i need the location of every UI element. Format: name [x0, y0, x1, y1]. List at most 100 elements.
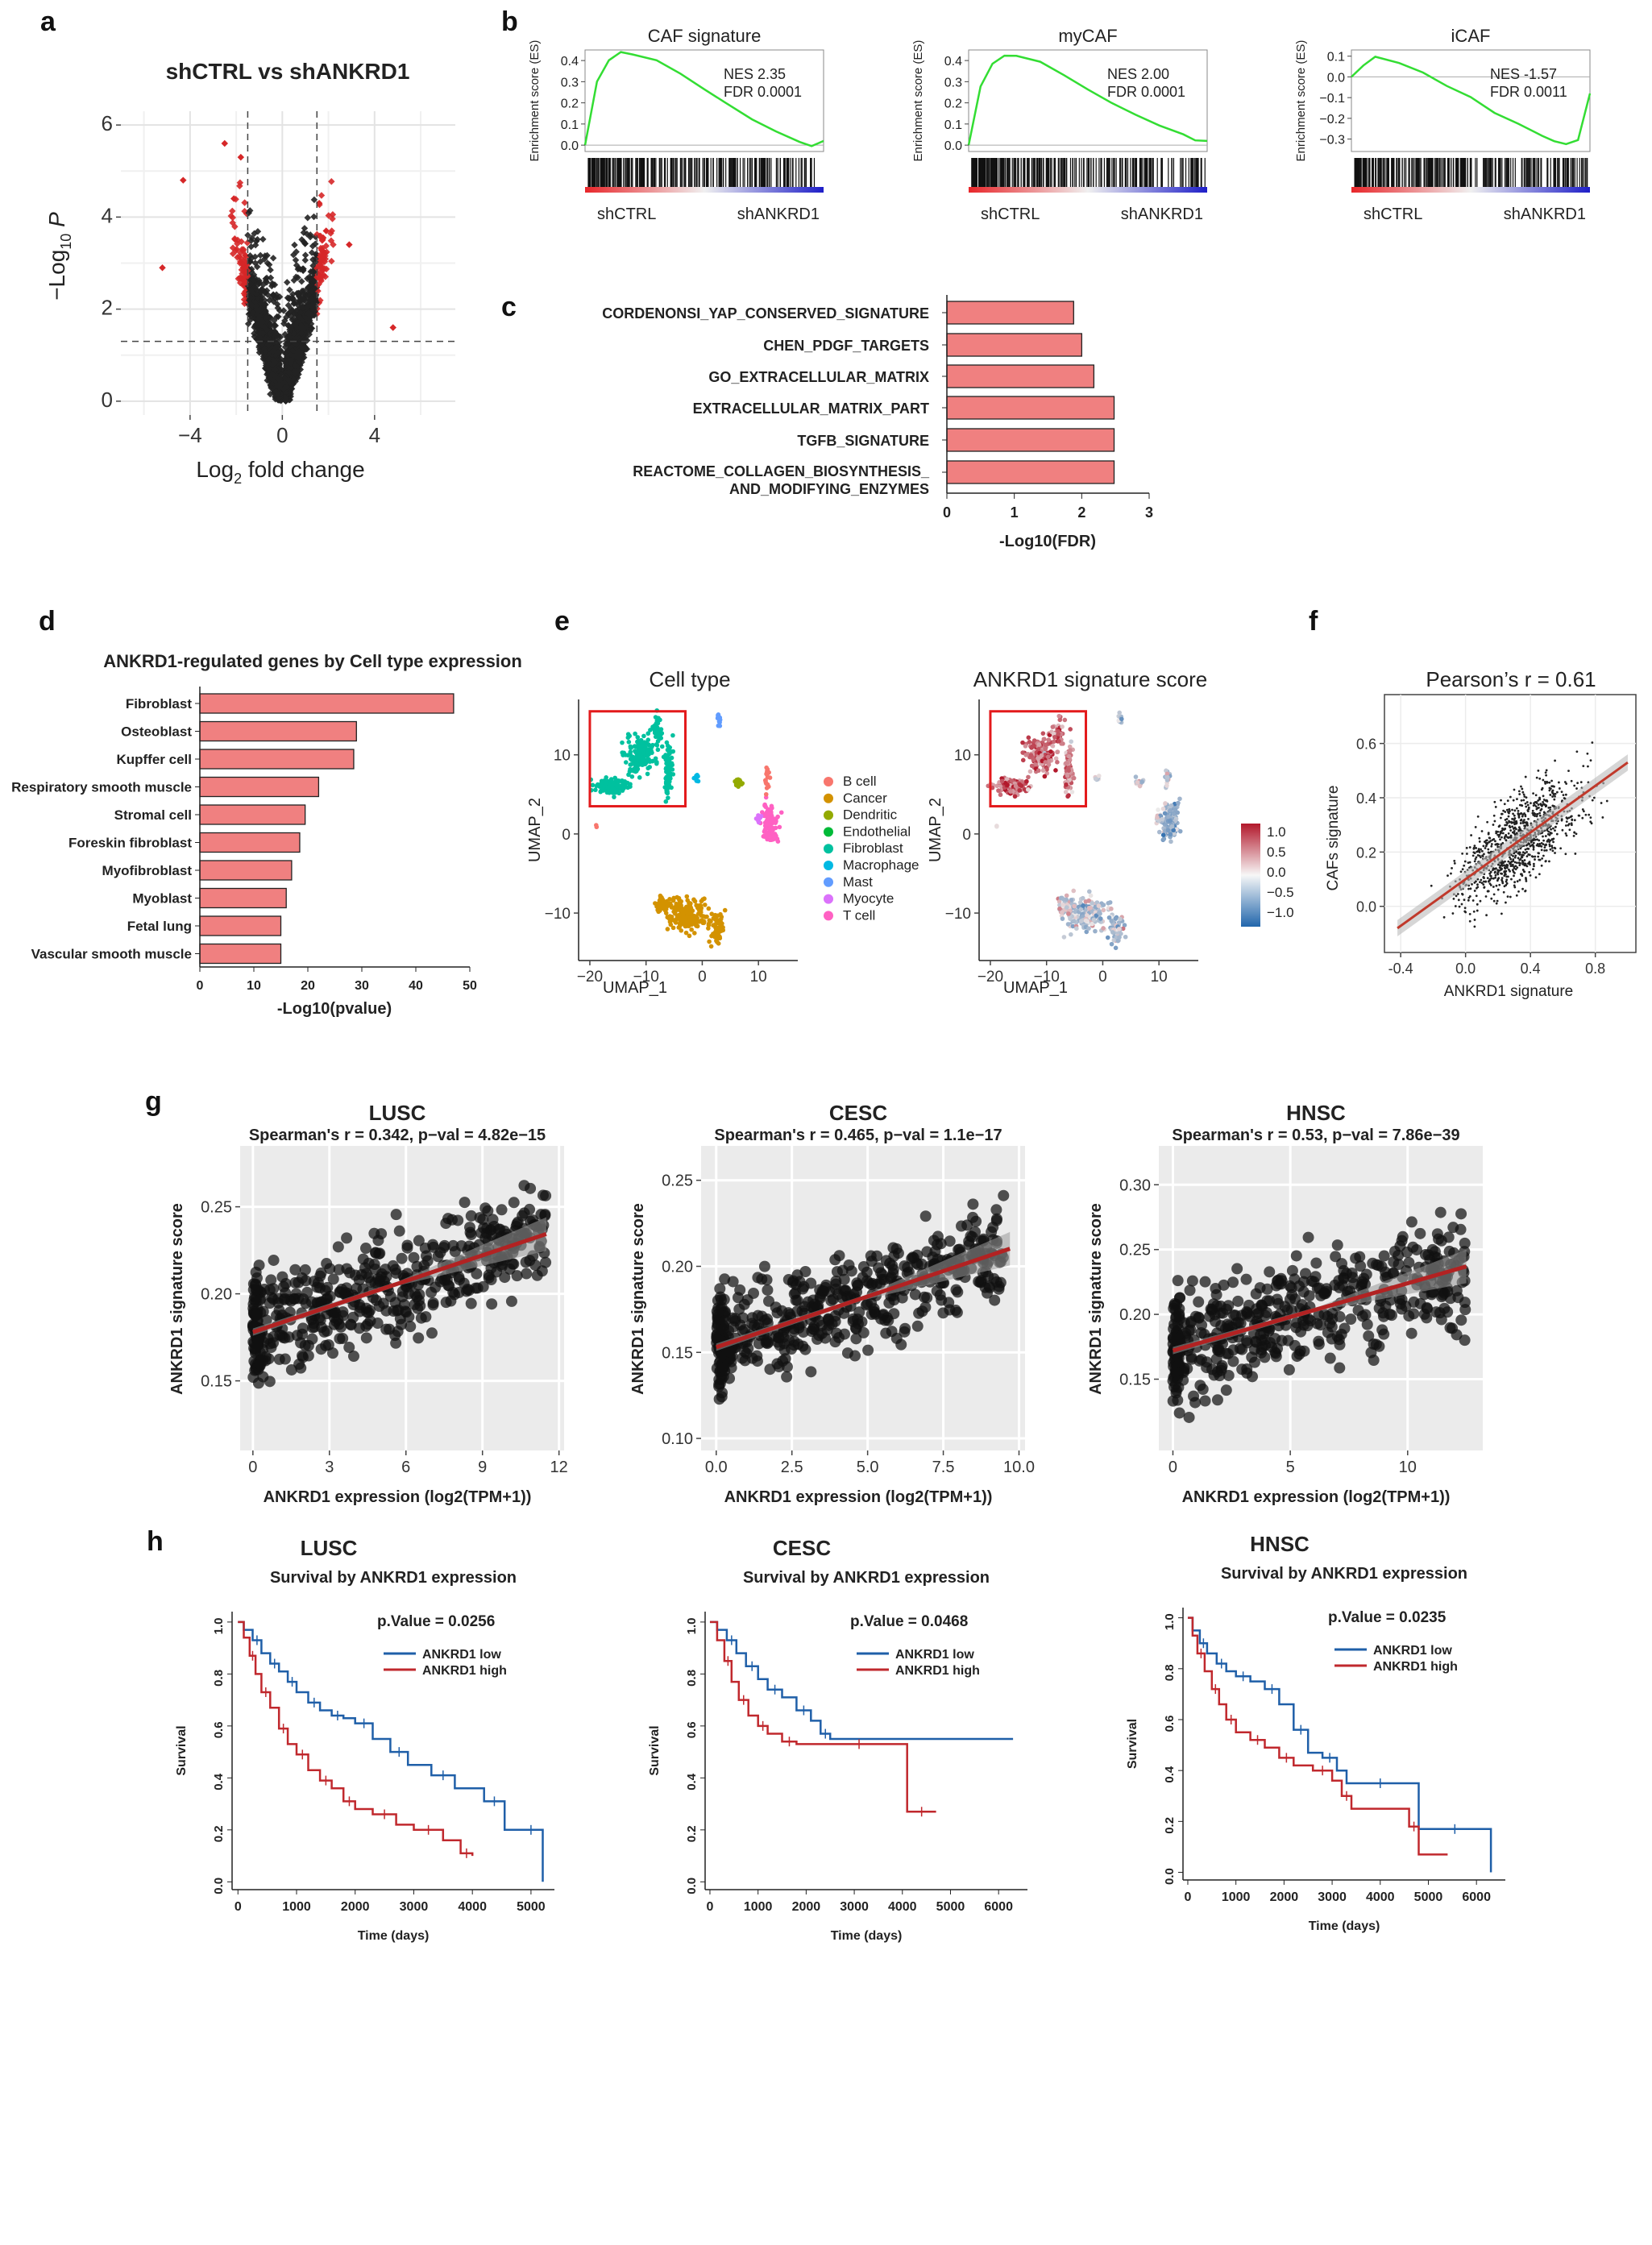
umap-point: [666, 795, 670, 800]
umap-point: [670, 767, 675, 772]
point: [297, 366, 305, 373]
bar: [199, 860, 293, 881]
umap-point: [716, 927, 721, 932]
point: [244, 320, 252, 328]
umap-point: [1005, 782, 1010, 787]
umap-point: [667, 919, 673, 924]
umap-point: [1056, 732, 1061, 737]
umap-point: [636, 744, 641, 749]
umap-point: [1052, 735, 1057, 740]
category-label: TGFB_SIGNATURE: [797, 433, 929, 449]
point: [289, 290, 297, 298]
bar: [199, 749, 355, 770]
point: [267, 266, 274, 274]
umap-point: [763, 791, 769, 797]
point: [293, 261, 301, 269]
umap-point: [645, 752, 650, 757]
umap-point: [681, 912, 686, 918]
category-label: Myofibroblast: [102, 863, 193, 878]
legend-label: Dendritic: [843, 807, 898, 823]
umap-point: [719, 915, 724, 919]
umap-point: [778, 810, 784, 815]
x-tick-label: 3: [1145, 504, 1153, 521]
point: [282, 394, 290, 402]
umap-point: [1043, 742, 1048, 748]
point: [295, 289, 302, 297]
umap-point: [1040, 731, 1046, 736]
umap-point: [629, 774, 635, 779]
point: [280, 307, 288, 314]
point: [288, 307, 296, 314]
umap-point: [1066, 753, 1072, 759]
umap-point: [670, 732, 675, 738]
category-label: Vascular smooth muscle: [31, 947, 192, 962]
umap-point: [766, 832, 772, 838]
umap-point: [593, 787, 598, 793]
umap-point: [1041, 737, 1047, 742]
umap-point: [640, 758, 645, 764]
point: [267, 390, 274, 398]
x-tick-label: 10: [750, 969, 767, 986]
point: [290, 300, 297, 308]
umap-point: [1043, 760, 1048, 765]
point: [264, 335, 272, 342]
umap-point: [1029, 763, 1035, 769]
umap-point: [602, 783, 608, 789]
sig-point: [313, 264, 321, 272]
left-label: shCTRL: [597, 205, 656, 223]
umap-point: [656, 901, 662, 907]
sig-point: [318, 247, 326, 254]
umap-point: [621, 753, 625, 757]
point: [271, 327, 279, 335]
umap-point: [631, 766, 637, 772]
y-tick-label: 10: [554, 748, 571, 765]
umap-point: [706, 906, 712, 911]
umap-point: [684, 894, 690, 899]
umap-point: [1040, 768, 1046, 773]
point: [284, 294, 292, 301]
point: [301, 251, 309, 259]
x-tick-label: 0: [197, 979, 204, 993]
sig-point: [241, 199, 248, 206]
umap-point: [688, 915, 693, 920]
umap-point: [667, 901, 673, 906]
umap-point: [676, 915, 681, 920]
umap-point: [1036, 768, 1041, 774]
umap-point: [998, 792, 1003, 798]
umap-point: [716, 714, 720, 719]
umap-point: [769, 803, 774, 809]
legend-label: B cell: [843, 774, 877, 789]
umap-point: [1068, 748, 1073, 753]
umap-point: [1156, 829, 1162, 835]
point: [274, 304, 282, 312]
point: [266, 297, 273, 305]
legend-label: Fibroblast: [843, 840, 903, 856]
bar: [199, 943, 282, 965]
category-label: Osteoblast: [121, 724, 192, 740]
right-label: shANKRD1: [1504, 205, 1586, 223]
bar: [946, 364, 1095, 388]
point: [311, 308, 319, 315]
umap-point: [700, 897, 705, 903]
point: [292, 256, 300, 264]
y-tick-label: 0.4: [944, 55, 962, 68]
umap-point: [679, 898, 684, 904]
sig-point: [329, 215, 336, 222]
umap-point: [665, 766, 670, 771]
umap-point: [635, 735, 641, 740]
fdr-label: FDR 0.0001: [724, 84, 802, 100]
panel-label-g: g: [145, 1086, 162, 1117]
x-tick-label: 40: [409, 979, 423, 993]
umap-point: [1063, 790, 1069, 795]
chart-title: ANKRD1-regulated genes by Cell type expr…: [103, 651, 522, 671]
point: [252, 290, 260, 297]
point: [275, 334, 282, 341]
y-axis-label: Enrichment score (ES): [528, 40, 542, 162]
umap-point: [654, 741, 659, 747]
umap-point: [707, 939, 712, 944]
panel-label-e: e: [554, 606, 570, 637]
point: [301, 240, 309, 247]
legend-label: Myocyte: [843, 891, 894, 907]
umap-point: [637, 752, 643, 757]
